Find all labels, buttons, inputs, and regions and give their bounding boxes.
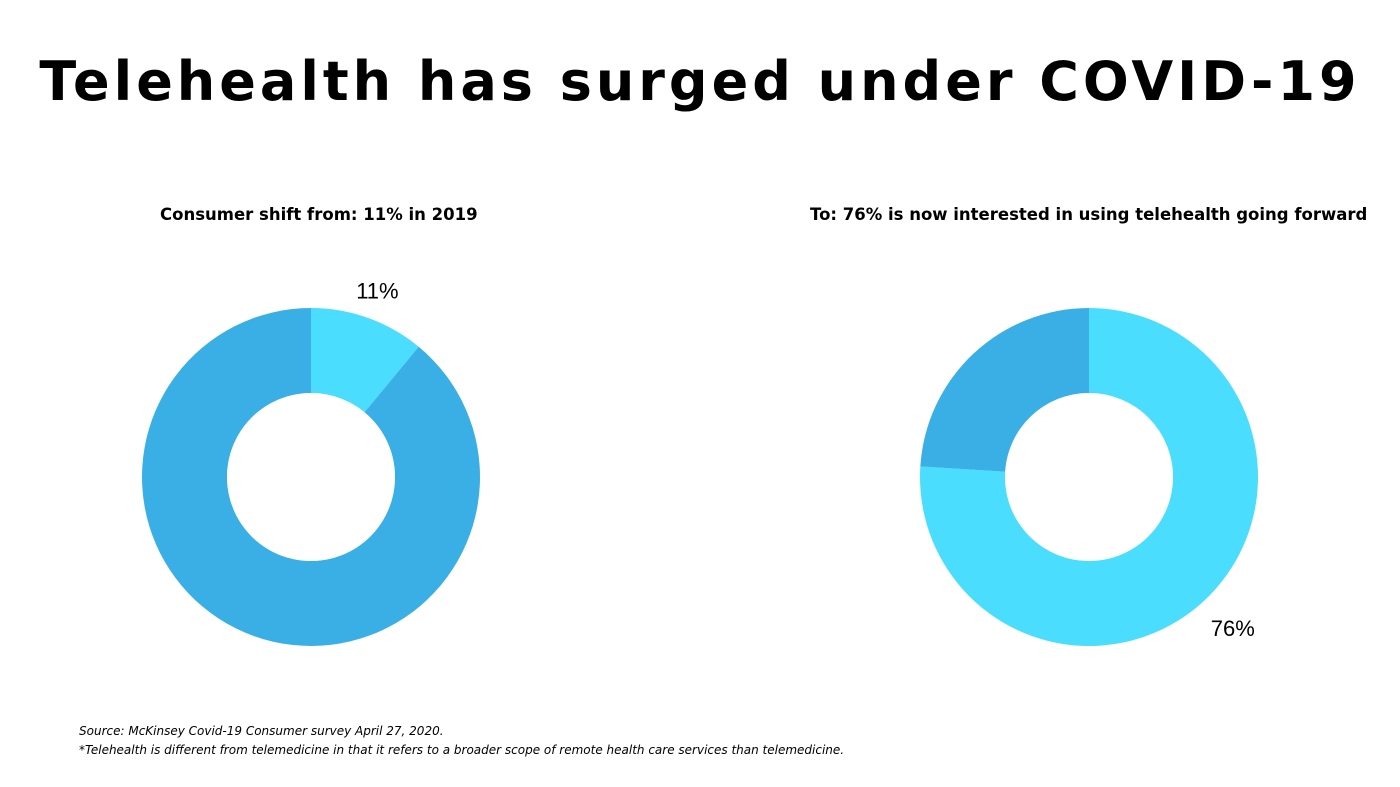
donut-hole — [227, 393, 395, 561]
donut-chart-2019: 11% — [141, 278, 480, 646]
page-title: Telehealth has surged under COVID-19 — [39, 50, 1361, 113]
donut-slice — [311, 308, 419, 413]
chart-title-forward: To: 76% is now interested in using teleh… — [810, 205, 1368, 224]
donut-hole — [1005, 393, 1173, 561]
donut-slice — [920, 308, 1258, 646]
slice-value-label: 11% — [356, 278, 398, 303]
donut-slice — [141, 308, 480, 646]
chart-title-2019: Consumer shift from: 11% in 2019 — [160, 205, 478, 224]
definition-note: *Telehealth is different from telemedici… — [79, 743, 845, 757]
donut-slice — [920, 308, 1089, 472]
source-note: Source: McKinsey Covid-19 Consumer surve… — [79, 724, 444, 738]
donut-chart-forward: 76% — [920, 308, 1258, 646]
slice-value-label: 76% — [1211, 616, 1255, 641]
